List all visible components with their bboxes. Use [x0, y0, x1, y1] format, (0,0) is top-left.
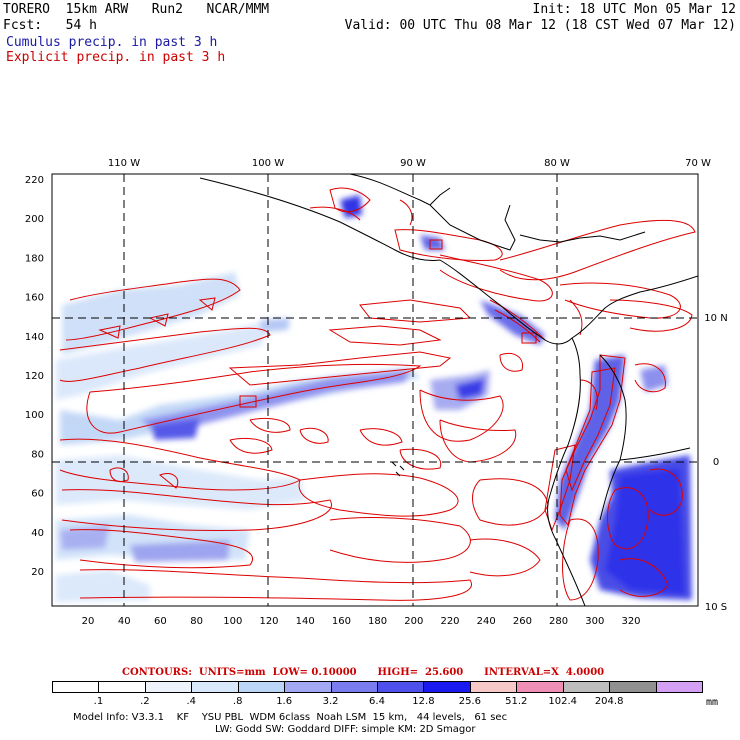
precipitation-map: 110 W 100 W 90 W 80 W 70 W 10 N 0 10 S 20 40 60 8…: [25, 158, 728, 627]
colorbar-swatch: [423, 681, 471, 693]
y-tick-label: 20: [31, 567, 44, 578]
colorbar-swatch: [562, 681, 611, 693]
x-tick-label: 160: [332, 616, 351, 627]
y-tick-label: 140: [25, 332, 44, 343]
y-tick-label: 60: [31, 489, 44, 500]
x-tick-label: 120: [259, 616, 278, 627]
cumulus-precip-shading: [56, 195, 692, 602]
latitude-labels: 10 N 0 10 S: [704, 313, 727, 613]
colorbar-swatch: [237, 681, 286, 693]
x-tick-label: 80: [190, 616, 203, 627]
colorbar-units: mm: [706, 697, 719, 708]
x-axis-ticks: 20 40 60 80 100 120 140 160 180 200 220 240 260 280 30…: [82, 616, 641, 627]
x-tick-label: 100: [223, 616, 242, 627]
colorbar-tick-label: .2: [140, 696, 150, 707]
cumulus-precip-label: Cumulus precip. in past 3 h: [6, 35, 218, 50]
y-tick-label: 80: [31, 449, 44, 460]
colorbar-swatch: [469, 681, 518, 693]
colorbar-swatch: [98, 681, 146, 693]
x-tick-label: 220: [440, 616, 459, 627]
x-tick-label: 300: [585, 616, 604, 627]
colorbar-tick-label: .8: [232, 696, 243, 707]
colorbar-swatch: [655, 681, 703, 693]
x-tick-label: 200: [404, 616, 423, 627]
colorbar-swatch: [377, 681, 425, 693]
model-info-line2: LW: Godd SW: Goddard DIFF: simple KM: 2D…: [215, 724, 476, 735]
y-tick-label: 160: [25, 293, 44, 304]
x-tick-label: 40: [118, 616, 131, 627]
lat-lon-grid: [52, 174, 698, 606]
y-tick-label: 100: [25, 410, 44, 421]
header-init-time: Init: 18 UTC Mon 05 Mar 12: [532, 2, 737, 17]
y-tick-label: 120: [25, 371, 44, 382]
x-tick-label: 60: [154, 616, 167, 627]
explicit-precip-contours: [59, 187, 696, 601]
colorbar-tick-label: 12.8: [412, 696, 435, 707]
x-tick-label: 260: [513, 616, 532, 627]
colorbar-tick-label: .4: [186, 696, 197, 707]
colorbar-swatch: [609, 681, 657, 693]
x-tick-label: 280: [549, 616, 568, 627]
longitude-labels: 110 W 100 W 90 W 80 W 70 W: [108, 158, 711, 169]
colorbar-tick-label: 51.2: [505, 696, 528, 707]
colorbar-tick-label: 3.2: [322, 696, 339, 707]
colorbar-swatch: [191, 681, 239, 693]
latitude-label: 10 N: [704, 313, 727, 324]
colorbar-tick-label: 1.6: [276, 696, 293, 707]
colorbar-tick-label: 102.4: [548, 696, 578, 707]
x-tick-label: 20: [82, 616, 95, 627]
header-model-title: TORERO 15km ARW Run2 NCAR/MMM: [3, 2, 270, 17]
colorbar-swatch: [516, 681, 564, 693]
colorbar-swatch: [52, 681, 100, 693]
explicit-precip-label: Explicit precip. in past 3 h: [6, 50, 226, 65]
colorbar-tick-label: 25.6: [458, 696, 481, 707]
longitude-label: 70 W: [685, 158, 711, 169]
map-frame: [51, 173, 699, 607]
contours-info: CONTOURS: UNITS=mm LOW= 0.10000 HIGH= 25…: [122, 667, 605, 678]
colorbar: [52, 681, 703, 695]
longitude-label: 110 W: [108, 158, 140, 169]
y-axis-ticks: 20 40 60 80 100 120 140 160 180 200 220: [25, 175, 44, 578]
colorbar-tick-label: 6.4: [369, 696, 385, 707]
header-valid-time: Valid: 00 UTC Thu 08 Mar 12 (18 CST Wed …: [344, 18, 736, 33]
longitude-label: 100 W: [252, 158, 284, 169]
latitude-label: 10 S: [705, 602, 727, 613]
y-tick-label: 180: [25, 253, 44, 264]
colorbar-tick-label: .1: [93, 696, 104, 707]
x-tick-label: 240: [477, 616, 496, 627]
x-tick-label: 140: [296, 616, 315, 627]
y-tick-label: 40: [31, 528, 44, 539]
x-tick-label: 320: [621, 616, 640, 627]
y-tick-label: 220: [25, 175, 44, 186]
colorbar-swatch: [284, 681, 332, 693]
y-tick-label: 200: [25, 214, 44, 225]
colorbar-swatch: [330, 681, 378, 693]
model-info-line1: Model Info: V3.3.1 KF YSU PBL WDM 6class…: [73, 712, 508, 723]
longitude-label: 80 W: [544, 158, 570, 169]
header-forecast-hour: Fcst: 54 h: [3, 18, 97, 33]
colorbar-tick-label: 204.8: [594, 696, 624, 707]
latitude-label: 0: [713, 457, 719, 468]
longitude-label: 90 W: [400, 158, 426, 169]
x-tick-label: 180: [368, 616, 387, 627]
colorbar-swatch: [144, 681, 193, 693]
